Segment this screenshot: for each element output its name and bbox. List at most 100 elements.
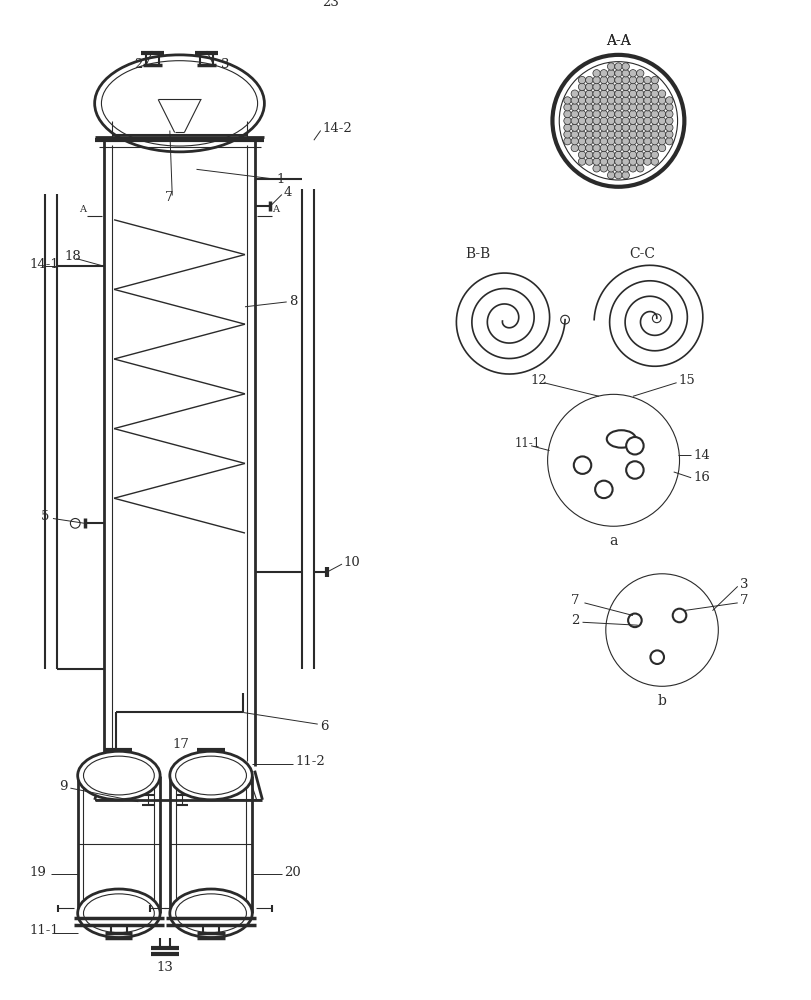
Circle shape: [650, 151, 658, 158]
Circle shape: [592, 104, 599, 111]
Ellipse shape: [101, 61, 257, 146]
Circle shape: [592, 144, 599, 152]
Circle shape: [607, 104, 614, 111]
Text: 11-1: 11-1: [514, 437, 540, 450]
Circle shape: [643, 76, 650, 84]
Circle shape: [629, 97, 636, 104]
Circle shape: [650, 650, 663, 664]
Circle shape: [665, 110, 672, 118]
Circle shape: [599, 90, 607, 97]
Circle shape: [629, 165, 636, 172]
Circle shape: [563, 97, 570, 104]
Circle shape: [585, 90, 592, 97]
Circle shape: [577, 76, 585, 84]
Circle shape: [614, 97, 621, 104]
Circle shape: [658, 124, 665, 131]
Circle shape: [607, 90, 614, 97]
Circle shape: [621, 83, 629, 91]
Text: 16: 16: [693, 471, 709, 484]
Circle shape: [607, 151, 614, 158]
Text: 8: 8: [288, 295, 297, 308]
Circle shape: [625, 461, 643, 479]
Text: 2: 2: [135, 58, 143, 71]
Circle shape: [577, 124, 585, 131]
Circle shape: [614, 110, 621, 118]
Circle shape: [629, 110, 636, 118]
Text: 14: 14: [693, 449, 709, 462]
Circle shape: [599, 138, 607, 145]
Circle shape: [621, 158, 629, 165]
Circle shape: [560, 315, 569, 324]
Text: 19: 19: [30, 866, 46, 879]
Text: 13: 13: [157, 961, 174, 974]
Text: B-B: B-B: [465, 247, 490, 261]
Circle shape: [650, 104, 658, 111]
Circle shape: [658, 90, 665, 97]
Circle shape: [643, 131, 650, 138]
Circle shape: [607, 158, 614, 165]
Circle shape: [577, 138, 585, 145]
Circle shape: [643, 144, 650, 152]
Circle shape: [592, 70, 599, 77]
Text: 2: 2: [570, 614, 578, 627]
Circle shape: [629, 117, 636, 125]
Circle shape: [592, 165, 599, 172]
Circle shape: [636, 97, 643, 104]
Circle shape: [553, 400, 673, 520]
Circle shape: [650, 97, 658, 104]
Circle shape: [614, 165, 621, 172]
Circle shape: [607, 124, 614, 131]
Circle shape: [614, 83, 621, 91]
Circle shape: [585, 158, 592, 165]
Circle shape: [636, 158, 643, 165]
Circle shape: [658, 138, 665, 145]
Text: 15: 15: [678, 374, 694, 387]
Circle shape: [672, 609, 685, 622]
Circle shape: [636, 144, 643, 152]
Circle shape: [651, 314, 660, 323]
Circle shape: [629, 83, 636, 91]
Circle shape: [650, 144, 658, 152]
Circle shape: [563, 110, 570, 118]
Circle shape: [614, 131, 621, 138]
Circle shape: [570, 138, 577, 145]
Ellipse shape: [175, 894, 247, 933]
Circle shape: [592, 83, 599, 91]
Circle shape: [563, 131, 570, 138]
Circle shape: [614, 63, 621, 70]
Circle shape: [577, 144, 585, 152]
Circle shape: [599, 70, 607, 77]
Circle shape: [636, 70, 643, 77]
Circle shape: [599, 151, 607, 158]
Circle shape: [607, 117, 614, 125]
Circle shape: [614, 158, 621, 165]
Ellipse shape: [175, 756, 247, 795]
Circle shape: [636, 90, 643, 97]
Circle shape: [570, 144, 577, 152]
Circle shape: [607, 110, 614, 118]
Circle shape: [607, 138, 614, 145]
Text: 14-1: 14-1: [30, 258, 59, 271]
Circle shape: [625, 437, 643, 454]
Circle shape: [585, 110, 592, 118]
Circle shape: [629, 151, 636, 158]
Text: b: b: [657, 694, 666, 708]
Circle shape: [629, 90, 636, 97]
Circle shape: [592, 131, 599, 138]
Circle shape: [607, 63, 614, 70]
Circle shape: [636, 117, 643, 125]
Circle shape: [592, 90, 599, 97]
Circle shape: [585, 117, 592, 125]
Ellipse shape: [84, 894, 154, 933]
Ellipse shape: [606, 430, 635, 448]
Circle shape: [599, 76, 607, 84]
Circle shape: [592, 124, 599, 131]
Circle shape: [636, 110, 643, 118]
Circle shape: [643, 104, 650, 111]
Circle shape: [607, 165, 614, 172]
Circle shape: [551, 55, 684, 187]
Circle shape: [636, 124, 643, 131]
Text: A: A: [79, 205, 87, 214]
Circle shape: [650, 83, 658, 91]
Circle shape: [599, 158, 607, 165]
